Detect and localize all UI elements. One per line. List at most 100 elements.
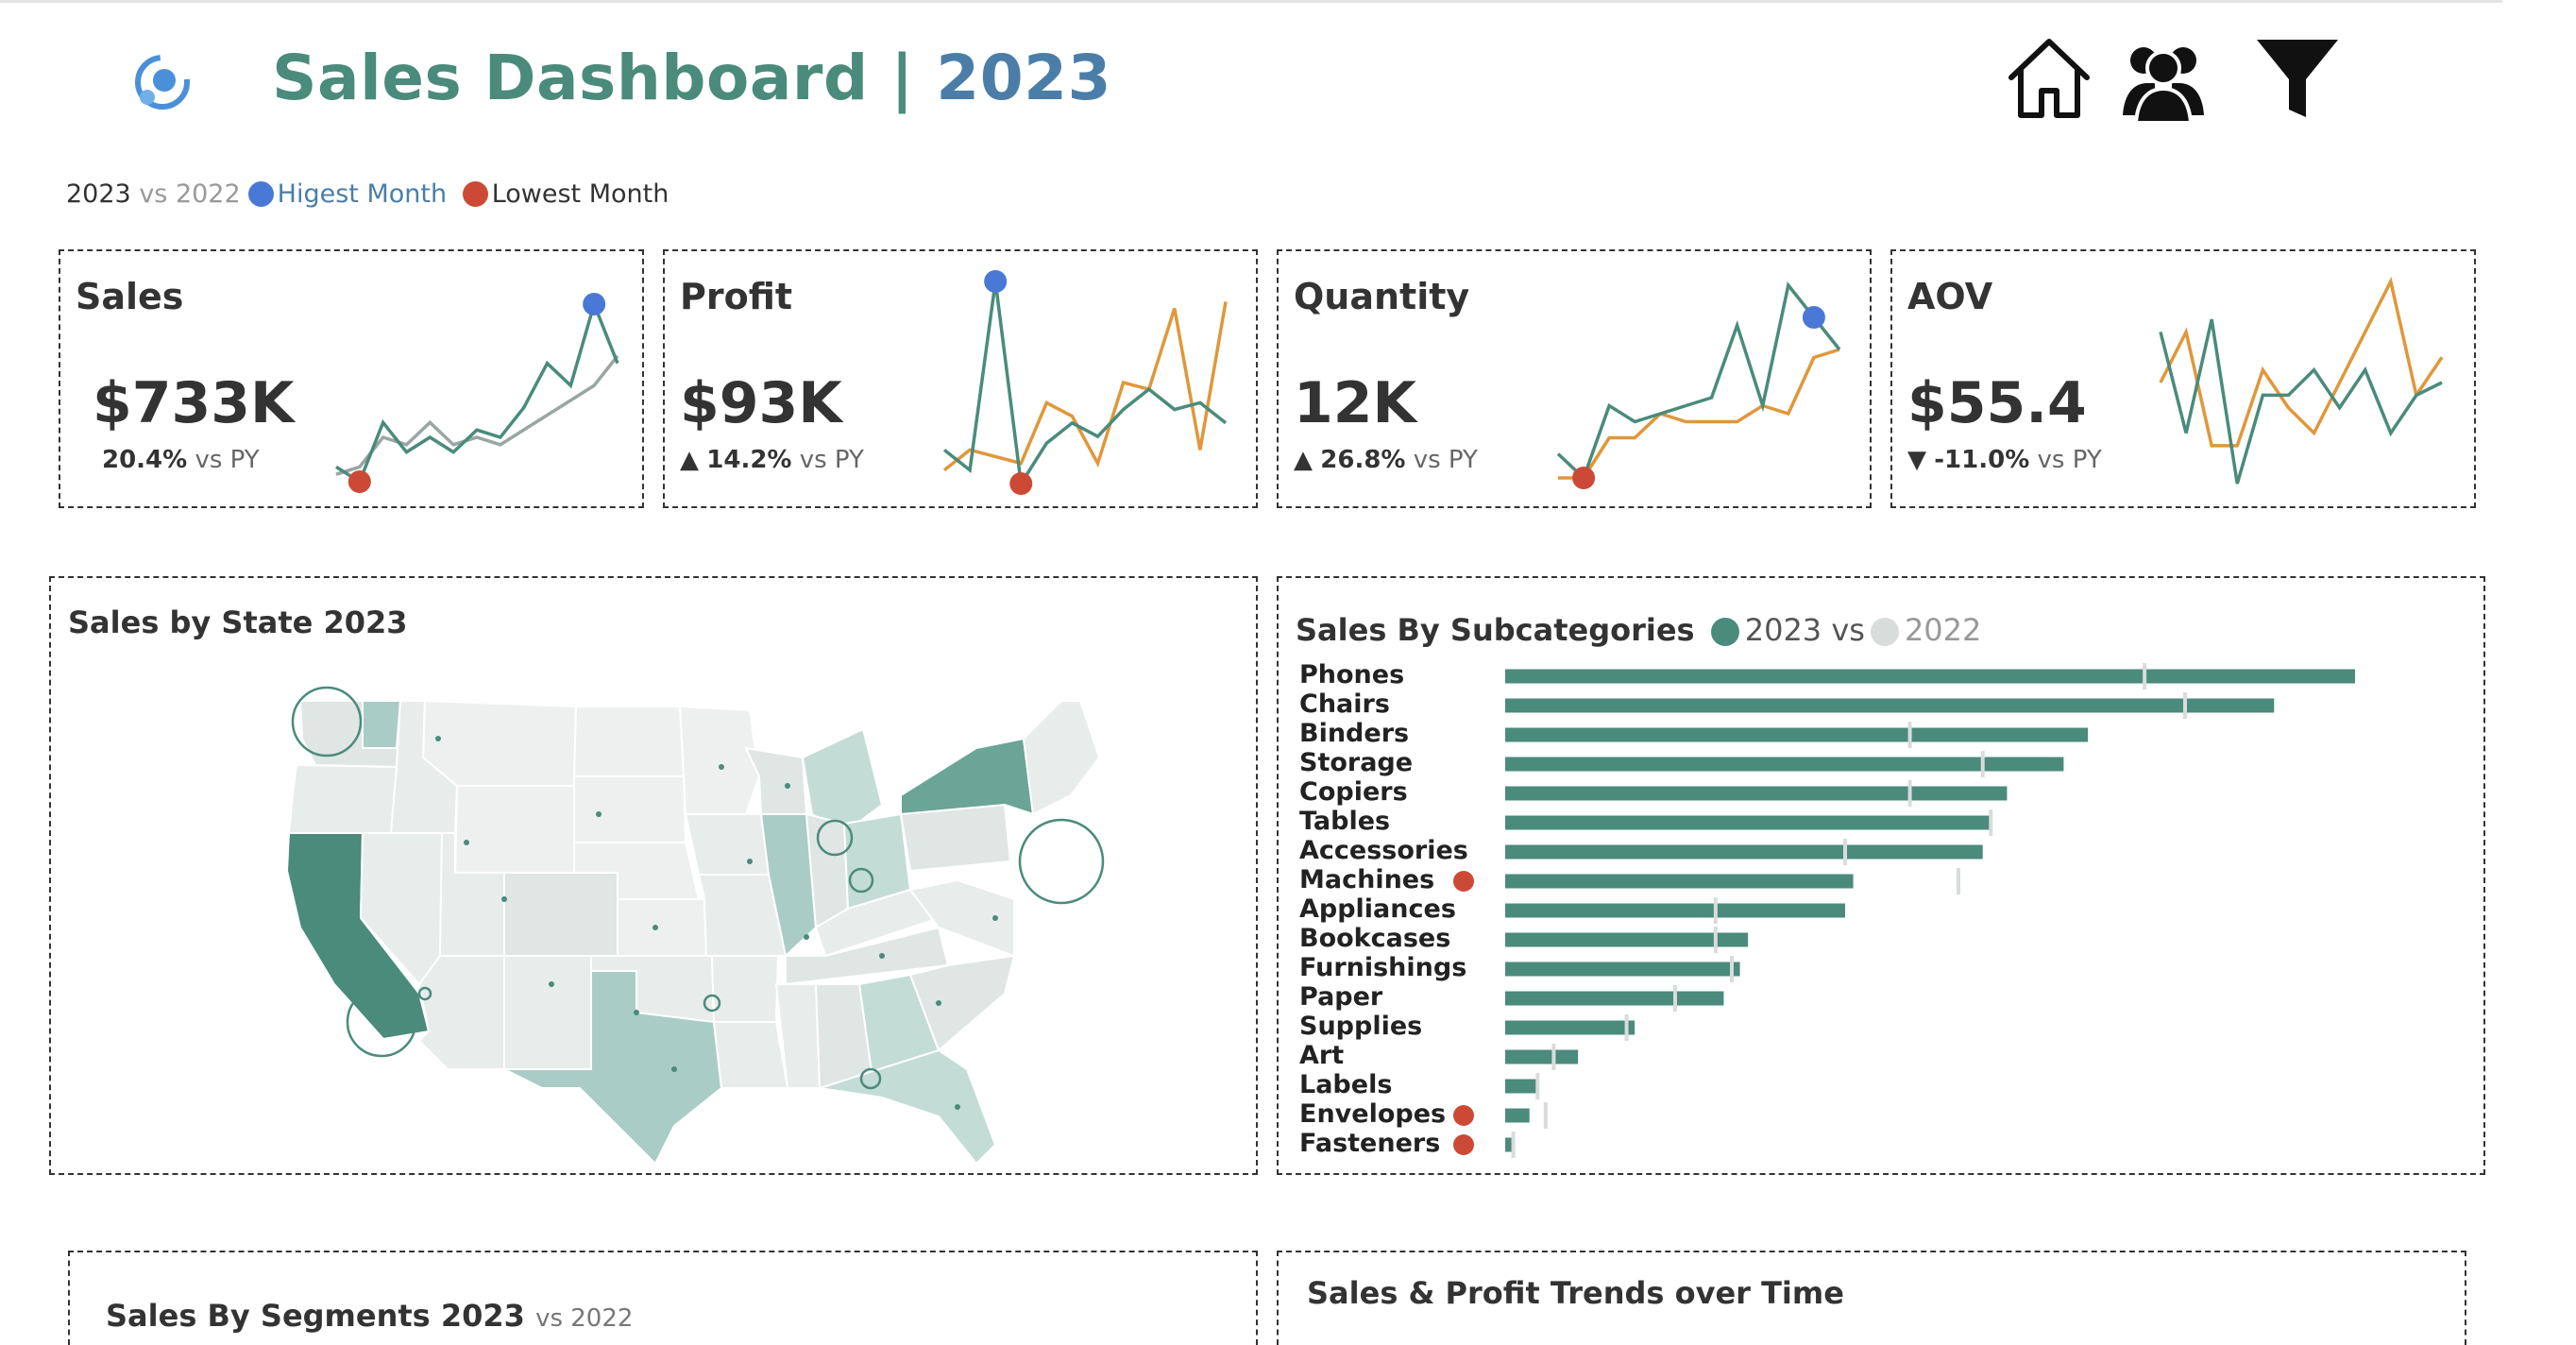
legend-lowest: Lowest Month xyxy=(491,179,669,209)
subcategory-bar[interactable] xyxy=(1505,874,1854,889)
state-pennsylvania xyxy=(899,803,1012,873)
prior-year-tick xyxy=(1730,956,1734,982)
dashboard-logo-icon[interactable] xyxy=(132,52,193,112)
profit-sparkline xyxy=(942,270,1228,495)
subcategory-bar[interactable] xyxy=(1505,757,2064,772)
customers-icon[interactable] xyxy=(2123,36,2204,123)
page-title: Sales Dashboard | 2023 xyxy=(272,42,1111,114)
subcategory-bar[interactable] xyxy=(1505,698,2275,713)
kpi-vs: vs PY xyxy=(195,446,260,474)
prior-year-line xyxy=(2159,276,2444,448)
subcategory-bar[interactable] xyxy=(1505,1020,1635,1035)
state-louisiana xyxy=(712,1021,789,1089)
subcategory-bar[interactable] xyxy=(1505,991,1724,1006)
legend-year-prior: 2022 xyxy=(175,179,241,209)
lowest-month-dot xyxy=(462,181,488,207)
kpi-name: Sales xyxy=(76,276,184,317)
prior-year-line xyxy=(335,354,619,476)
subcategory-bar[interactable] xyxy=(1505,1108,1530,1123)
kpi-card-quantity[interactable]: Quantity 12K ▲ 26.8% vs PY xyxy=(1277,249,1872,508)
subcategory-label: Labels xyxy=(1299,1070,1393,1099)
current-year-line xyxy=(942,281,1228,489)
home-icon[interactable] xyxy=(2006,36,2093,123)
subcategory-label: Binders xyxy=(1299,719,1410,748)
kpi-name: Quantity xyxy=(1294,276,1470,317)
state-virginia xyxy=(908,878,1015,958)
prior-year-tick xyxy=(1957,868,1960,894)
state-minnesota xyxy=(678,705,761,815)
state-south-dakota xyxy=(573,775,687,843)
prior-year-tick xyxy=(1511,1132,1516,1158)
sales-by-state-panel: Sales by State 2023 xyxy=(49,576,1258,1175)
panel-title-text: Sales By Segments 2023 xyxy=(106,1298,525,1334)
filter-icon[interactable] xyxy=(2255,36,2340,123)
prior-year-line xyxy=(942,301,1228,472)
legend-year-current: 2023 xyxy=(66,179,131,209)
state-illinois xyxy=(759,813,818,958)
subcategory-bar[interactable] xyxy=(1505,1137,1514,1152)
prior-year-tick xyxy=(1535,1073,1540,1099)
prior-year-tick xyxy=(2183,692,2187,719)
us-state-map[interactable] xyxy=(221,672,1146,1164)
kpi-delta: ▲ 26.8% vs PY xyxy=(1294,446,1478,474)
highest-month-marker[interactable] xyxy=(1802,306,1825,329)
kpi-arrow: ▼ xyxy=(1907,446,1926,474)
subcategory-bar[interactable] xyxy=(1505,669,2355,684)
kpi-value: $55.4 xyxy=(1907,370,2087,436)
subcategory-legend: 2023 vs 2022 xyxy=(1705,612,1981,648)
kpi-card-sales[interactable]: Sales $733K 20.4% vs PY xyxy=(59,249,644,508)
subcategory-label: Storage xyxy=(1299,748,1414,777)
kpi-delta-value: -11.0% xyxy=(1934,446,2030,474)
subcategory-bar[interactable] xyxy=(1505,1079,1538,1094)
state-new-york xyxy=(900,737,1035,816)
legend-prior-dot xyxy=(1870,618,1899,646)
prior-year-tick xyxy=(1624,1014,1629,1041)
legend-current: 2023 vs xyxy=(1744,612,1865,648)
prior-year-tick xyxy=(2143,663,2147,690)
subcategory-bar[interactable] xyxy=(1505,932,1749,947)
prior-year-tick xyxy=(1713,897,1718,924)
kpi-card-profit[interactable]: Profit $93K ▲ 14.2% vs PY xyxy=(663,249,1258,508)
lowest-month-marker[interactable] xyxy=(347,470,371,493)
panel-title: Sales by State 2023 xyxy=(68,604,408,640)
lowest-month-marker[interactable] xyxy=(1572,467,1596,489)
subcategory-bar[interactable] xyxy=(1505,1049,1579,1064)
highest-month-marker[interactable] xyxy=(984,270,1008,293)
subcategory-bar[interactable] xyxy=(1505,903,1845,918)
highest-month-marker[interactable] xyxy=(583,293,606,315)
prior-year-tick xyxy=(1713,927,1718,953)
subcategory-label: Paper xyxy=(1299,982,1383,1012)
prior-year-tick xyxy=(1551,1044,1556,1070)
kpi-vs: vs PY xyxy=(1413,446,1478,474)
subcategory-label: Furnishings xyxy=(1299,953,1467,982)
kpi-value: $733K xyxy=(93,370,295,436)
subcategory-label: Fasteners xyxy=(1299,1129,1441,1158)
current-year-line xyxy=(335,298,619,485)
subcategory-bar[interactable] xyxy=(1505,844,1983,860)
subcategory-label: Tables xyxy=(1299,807,1391,836)
state-wyoming xyxy=(453,785,575,874)
sales-sparkline xyxy=(335,293,619,493)
city-markers xyxy=(291,686,1105,1090)
subcategory-label: Supplies xyxy=(1299,1012,1423,1041)
kpi-card-aov[interactable]: AOV $55.4 ▼ -11.0% vs PY xyxy=(1890,249,2476,508)
lowest-month-marker[interactable] xyxy=(1009,472,1033,495)
subcategory-bar[interactable] xyxy=(1505,786,2008,801)
subcategory-bar[interactable] xyxy=(1505,962,1740,977)
subcategory-label: Machines xyxy=(1299,865,1435,894)
state-colorado xyxy=(503,872,619,957)
sales-by-subcategory-panel: Sales By Subcategories 2023 vs 2022 Phone… xyxy=(1277,576,2485,1175)
current-year-line xyxy=(1556,281,1841,482)
state-new-mexico xyxy=(503,955,592,1070)
kpi-delta-value: 14.2% xyxy=(706,446,792,474)
panel-title: Sales By Subcategories 2023 vs 2022 xyxy=(1296,612,1981,648)
state-tennessee xyxy=(785,926,950,986)
state-carolinas xyxy=(908,954,1016,1052)
page-title-year: 2023 xyxy=(936,42,1111,114)
state-arizona xyxy=(417,955,505,1070)
subcategory-label: Bookcases xyxy=(1299,924,1451,953)
page-title-text: Sales Dashboard | xyxy=(272,42,937,114)
subcategory-bar[interactable] xyxy=(1505,727,2089,742)
subcategory-bar[interactable] xyxy=(1505,815,1991,830)
legend-highest: Higest Month xyxy=(277,179,448,209)
